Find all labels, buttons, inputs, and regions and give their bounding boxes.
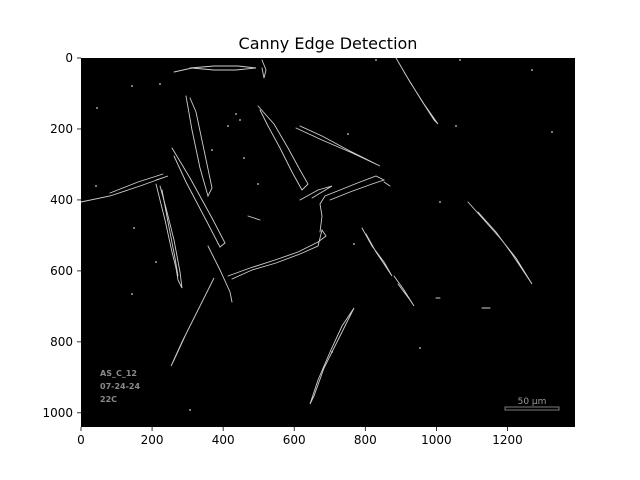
crystal-edge — [161, 189, 179, 277]
sample-label-line-3: 22C — [100, 395, 117, 404]
crystal-edge — [309, 307, 355, 405]
crystal-edge — [299, 185, 333, 201]
crystal-edge — [295, 125, 381, 167]
y-tick-label: 0 — [65, 51, 73, 65]
crystal-edge — [361, 227, 393, 277]
crystal-edge — [155, 183, 183, 289]
crystal-edge — [185, 95, 213, 198]
x-tick-label: 1200 — [492, 433, 523, 447]
x-tick-label: 1000 — [421, 433, 452, 447]
crystal-edge — [393, 275, 415, 307]
crystal-edge — [261, 59, 267, 79]
scale-bar: 50 µm — [504, 397, 560, 411]
crystal-edge — [257, 105, 309, 191]
sample-label-line-1: AS_C_12 — [100, 369, 137, 378]
y-tick-label: 600 — [50, 264, 73, 278]
x-tick-label: 600 — [283, 433, 306, 447]
crystal-edge — [227, 228, 327, 280]
x-tick-label: 400 — [212, 433, 235, 447]
y-tick-label: 400 — [50, 193, 73, 207]
crystal-edge — [207, 245, 233, 303]
scale-bar-label: 50 µm — [518, 397, 547, 407]
crystal-edge — [395, 57, 439, 125]
y-axis: 0 200 400 600 800 1000 — [42, 51, 81, 420]
crystal-edge — [319, 175, 386, 233]
crystal-edge — [109, 173, 164, 194]
x-axis: 0 200 400 600 800 1000 1200 — [77, 427, 523, 447]
crystal-edge — [173, 65, 257, 73]
sample-label: AS_C_12 07-24-24 22C — [100, 369, 140, 404]
crystal-edge — [467, 201, 533, 285]
x-tick-label: 800 — [354, 433, 377, 447]
plot-title: Canny Edge Detection — [239, 34, 418, 53]
y-tick-label: 1000 — [42, 406, 73, 420]
edge-image: AS_C_12 07-24-24 22C 50 µm — [80, 57, 575, 427]
x-tick-label: 0 — [77, 433, 85, 447]
crystal-edge — [383, 181, 391, 187]
crystal-edge — [171, 147, 226, 248]
x-tick-label: 200 — [141, 433, 164, 447]
crystal-edge — [80, 175, 169, 203]
y-tick-label: 800 — [50, 335, 73, 349]
sample-label-line-2: 07-24-24 — [100, 382, 140, 391]
edge-lines — [80, 57, 533, 405]
y-tick-label: 200 — [50, 122, 73, 136]
scale-bar-rect — [504, 406, 560, 411]
edge-specks — [95, 59, 553, 411]
crystal-edge — [247, 215, 261, 221]
crystal-edge — [170, 277, 215, 367]
image-background — [81, 58, 575, 427]
